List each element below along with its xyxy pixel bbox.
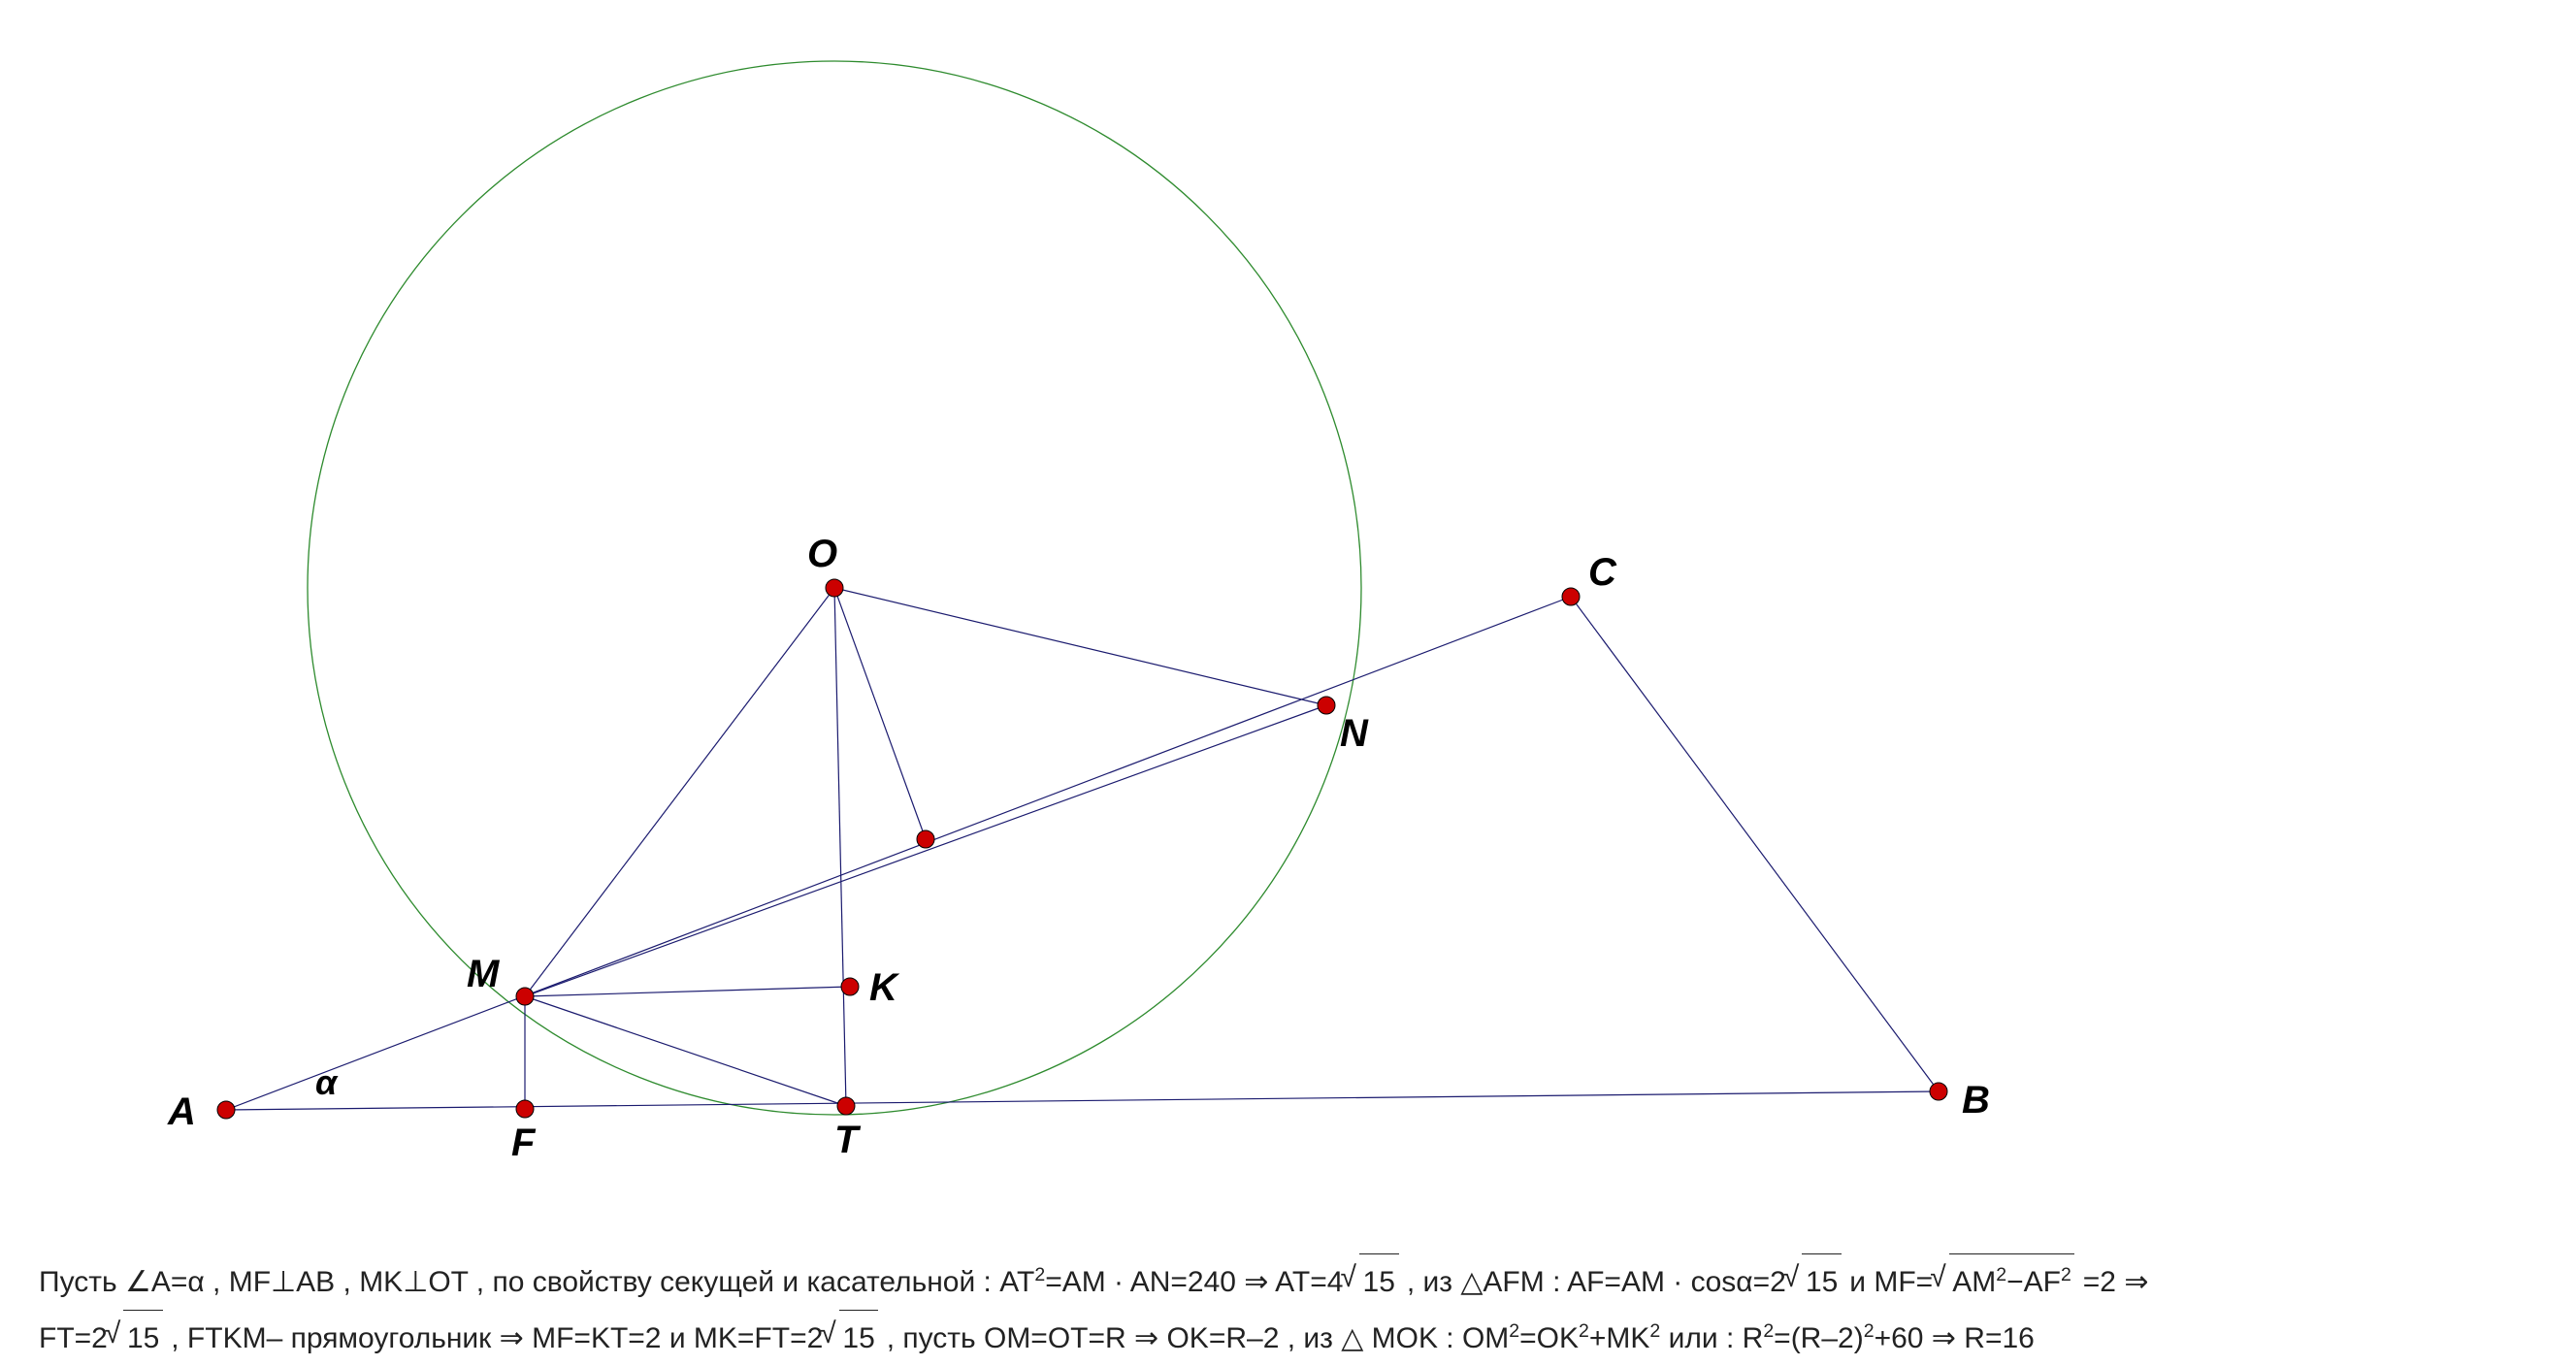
point-A: [217, 1101, 235, 1119]
point-M: [516, 988, 534, 1005]
point-F: [516, 1100, 534, 1118]
point-T: [837, 1097, 855, 1115]
segment-A-B: [226, 1091, 1939, 1110]
point-label-C: C: [1588, 551, 1617, 594]
segment-M-K: [525, 987, 850, 996]
geometry-diagram: A B C O T F M K Nα: [0, 0, 2576, 1234]
proof-span: FT=215 , FTKM– прямоугольник ⇒ MF=KT=2 и…: [39, 1322, 2035, 1354]
point-C: [1562, 588, 1580, 605]
point-label-M: M: [467, 953, 501, 995]
segment-B-C: [1571, 597, 1939, 1091]
point-MN_mid: [917, 830, 934, 848]
segment-A-C: [226, 597, 1571, 1110]
point-label-A: A: [167, 1090, 196, 1133]
point-label-N: N: [1340, 712, 1369, 755]
proof-span: Пусть ∠A=α , MF⊥AB , MK⊥OT , по свойству…: [39, 1266, 2148, 1298]
point-label-B: B: [1962, 1079, 1990, 1122]
segment-M-O: [525, 588, 834, 996]
point-B: [1930, 1083, 1947, 1100]
point-label-F: F: [511, 1122, 537, 1164]
point-label-O: O: [807, 533, 837, 575]
point-N: [1318, 697, 1335, 714]
angle-label-alpha: α: [315, 1062, 339, 1102]
point-label-K: K: [869, 966, 900, 1009]
proof-text: Пусть ∠A=α , MF⊥AB , MK⊥OT , по свойству…: [39, 1253, 2537, 1366]
point-K: [841, 978, 859, 995]
point-label-T: T: [834, 1119, 862, 1161]
point-O: [826, 579, 843, 597]
segment-O-N: [834, 588, 1326, 705]
segment-O-T: [834, 588, 846, 1106]
segment-M-T: [525, 996, 846, 1106]
segment-O-MN_mid: [834, 588, 926, 839]
segment-M-N: [525, 705, 1326, 996]
